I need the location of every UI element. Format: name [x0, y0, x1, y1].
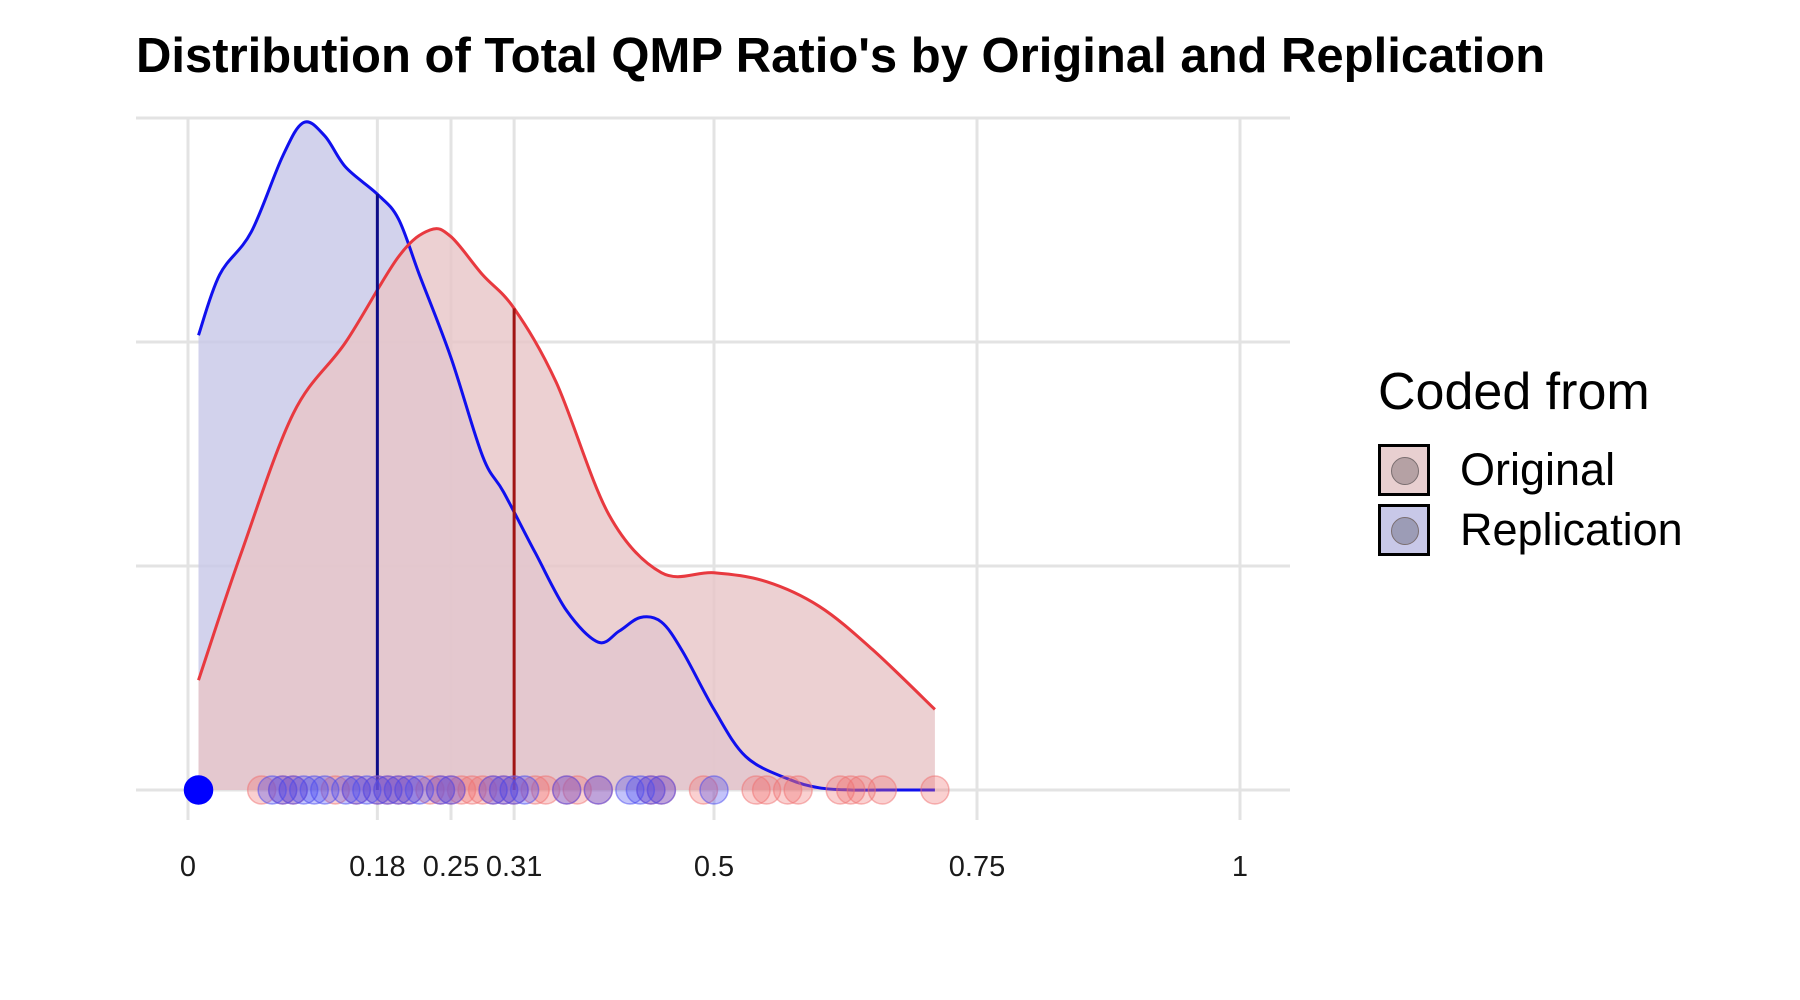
- rug-point-replication-7: [331, 775, 361, 805]
- x-tick-label-0: 0: [180, 851, 196, 883]
- rug-point-replication-12: [383, 775, 414, 805]
- rug-point-original-30: [825, 775, 855, 805]
- rug-point-original-12: [446, 775, 477, 805]
- rug-point-replication-8: [341, 775, 372, 805]
- rug-point-replication-15: [425, 775, 456, 805]
- rug-point-original-25: [688, 775, 719, 805]
- rug-point-replication-21: [551, 775, 582, 805]
- legend-dot-original: [1391, 457, 1419, 485]
- chart-title: Distribution of Total QMP Ratio's by Ori…: [136, 29, 1546, 83]
- legend-item-replication: Replication: [1378, 500, 1683, 560]
- rug-point-replication-25: [636, 775, 666, 805]
- rug-point-replication-18: [488, 775, 519, 805]
- rug-point-replication-14: [404, 775, 435, 805]
- rug-point-original-3: [320, 775, 351, 805]
- rug-point-replication-23: [615, 775, 645, 805]
- legend-label-original: Original: [1460, 444, 1616, 495]
- rug-point-replication-1: [257, 775, 287, 805]
- x-tick-label-1: 0.18: [349, 851, 405, 883]
- x-tick-label-6: 1: [1232, 851, 1248, 883]
- rug-point-original-33: [867, 775, 898, 805]
- rug-point-original-13: [457, 775, 487, 805]
- x-tick-label-4: 0.5: [694, 851, 734, 883]
- rug-point-replication-0: [183, 775, 214, 805]
- rug-point-original-14: [467, 775, 498, 805]
- legend-title: Coded from: [1378, 363, 1650, 421]
- rug-point-original-18: [520, 775, 550, 805]
- rug-point-original-27: [751, 775, 782, 805]
- density-fills: [198, 121, 935, 791]
- rug-point-replication-16: [436, 775, 466, 805]
- density-curve-replication: [197, 120, 935, 792]
- x-tick-label-5: 0.75: [949, 851, 1005, 883]
- rug-point-replication-24: [625, 775, 656, 805]
- rug-point-original-19: [530, 775, 561, 805]
- x-tick-label-2: 0.25: [423, 851, 479, 883]
- rug-point-replication-22: [583, 775, 614, 805]
- rug-point-replication-10: [362, 775, 393, 805]
- x-axis-tick-labels: 0 0.18 0.25 0.31 0.5 0.75 1: [180, 851, 1248, 883]
- rug-point-original-0: [246, 775, 277, 805]
- legend-dot-replication: [1391, 517, 1419, 545]
- rug-point-replication-5: [299, 775, 329, 805]
- rug-point-original-21: [562, 775, 592, 805]
- rug-point-replication-20: [509, 775, 540, 805]
- rug-point-replication-26: [646, 775, 677, 805]
- rug-point-replication-27: [699, 775, 729, 805]
- rug-point-replication-9: [352, 775, 382, 805]
- legend-label-replication: Replication: [1460, 504, 1683, 555]
- rug-point-replication-19: [499, 775, 529, 805]
- rug-points: [183, 775, 950, 805]
- rug-point-replication-11: [373, 775, 403, 805]
- density-fill-original: [198, 228, 935, 791]
- legend-item-original: Original: [1378, 440, 1683, 500]
- rug-point-replication-17: [478, 775, 508, 805]
- rug-point-replication-6: [310, 775, 340, 805]
- x-tick-label-3: 0.31: [486, 851, 542, 883]
- rug-point-original-26: [741, 775, 771, 805]
- legend-key-original: [1378, 444, 1430, 496]
- rug-point-original-34: [920, 775, 950, 805]
- legend-key-replication: [1378, 504, 1430, 556]
- rug-point-replication-3: [278, 775, 308, 805]
- rug-point-original-32: [846, 775, 877, 805]
- density-curve-original: [197, 227, 936, 711]
- rug-point-replication-13: [394, 775, 424, 805]
- density-curves: [197, 120, 936, 792]
- rug-point-original-31: [836, 775, 866, 805]
- rug-point-replication-4: [288, 775, 319, 805]
- rug-point-original-29: [783, 775, 813, 805]
- median-lines: [375, 194, 516, 790]
- legend: Coded from Original Replication: [1378, 362, 1683, 560]
- rug-point-original-9: [415, 775, 445, 805]
- rug-point-replication-2: [267, 775, 298, 805]
- rug-point-original-28: [772, 775, 803, 805]
